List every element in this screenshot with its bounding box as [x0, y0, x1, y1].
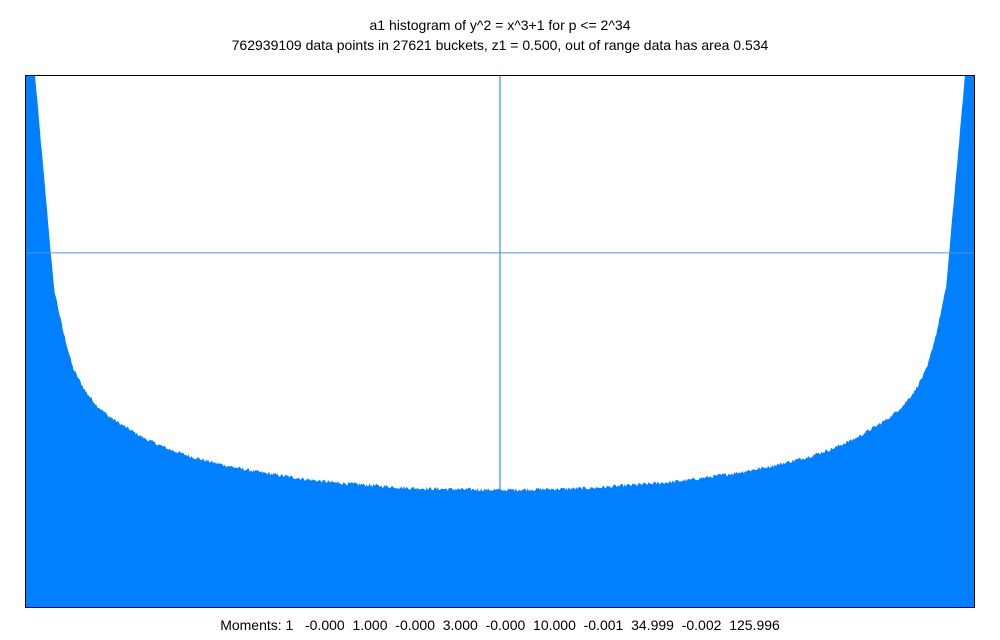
- chart-subtitle: 762939109 data points in 27621 buckets, …: [231, 37, 769, 53]
- plot-frame: [25, 75, 975, 608]
- histogram-area: [25, 75, 975, 608]
- chart-title: a1 histogram of y^2 = x^3+1 for p <= 2^3…: [369, 17, 631, 33]
- moments-footer: Moments: 1 -0.000 1.000 -0.000 3.000 -0.…: [220, 617, 780, 633]
